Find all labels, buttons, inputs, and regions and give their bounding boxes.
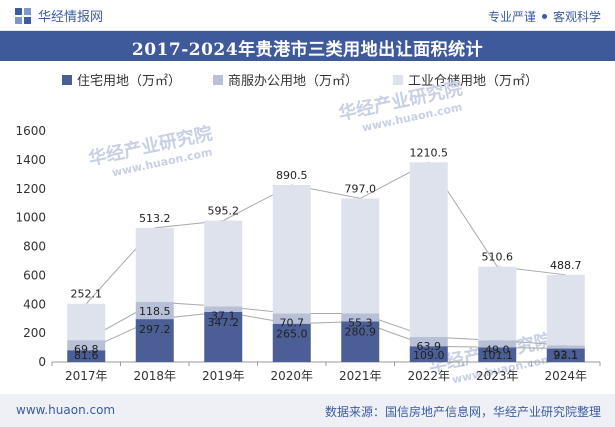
bar-industrial [409, 162, 448, 338]
legend-swatch-commercial [213, 74, 223, 85]
axes: 0 200 400 600 800 1000 1200 1400 1600 2017年 2018年 2… [15, 124, 601, 383]
data-label-residential: 101.1 [482, 349, 514, 362]
bar-commercial [204, 306, 243, 312]
watermark-layer: 华经产业研究院www.huaon.com华经产业研究院www.huaon.com… [86, 77, 554, 386]
x-tick-label: 2024年 [544, 369, 587, 383]
total-line-3 [85, 161, 566, 305]
data-label-commercial: 37.1 [211, 310, 236, 323]
bar-commercial [478, 340, 517, 348]
data-label-commercial: 69.8 [74, 343, 99, 356]
bar-industrial [135, 227, 174, 302]
legend-item-commercial: 商服办公用地（万㎡） [213, 70, 358, 89]
bar-residential [272, 323, 311, 362]
y-tick-label: 1400 [15, 153, 46, 167]
x-tick-label: 2017年 [65, 369, 108, 383]
y-tick-label: 1200 [15, 182, 46, 196]
bar-residential [546, 348, 585, 362]
header-bar: 华经情报网 专业严谨 客观科学 [0, 0, 615, 31]
y-tick-label: 1600 [15, 124, 46, 138]
data-label-residential: 297.2 [139, 323, 171, 336]
legend-item-residential: 住宅用地（万㎡） [62, 70, 181, 89]
bar-commercial [67, 340, 106, 351]
bar-commercial [135, 301, 174, 320]
bar-commercial [341, 313, 380, 322]
data-label-residential: 280.9 [345, 325, 377, 338]
bar-residential [67, 350, 106, 362]
bar-commercial [546, 345, 585, 349]
legend-swatch-residential [62, 74, 72, 85]
legend-label-residential: 住宅用地（万㎡） [77, 74, 182, 89]
bar-industrial [67, 303, 106, 341]
x-tick-label: 2019年 [202, 369, 245, 383]
bar-industrial [546, 274, 585, 346]
bar-industrial [204, 220, 243, 307]
data-label-residential: 265.0 [276, 328, 308, 341]
y-tick-label: 400 [23, 297, 46, 311]
data-label-residential: 109.0 [413, 349, 445, 362]
bar-residential [409, 346, 448, 362]
chart-title: 2017-2024年贵港市三类用地出让面积统计 [131, 40, 484, 60]
brand-logo-icon [15, 7, 31, 24]
bar-industrial [341, 198, 380, 314]
y-tick-label: 600 [23, 268, 46, 282]
x-tick-label: 2020年 [270, 369, 313, 383]
x-tick-label: 2021年 [339, 369, 382, 383]
bar-industrial [272, 184, 311, 314]
y-tick-label: 1000 [15, 211, 46, 225]
data-label-commercial: 55.3 [348, 316, 373, 329]
legend-label-industrial: 工业仓储用地（万㎡） [408, 74, 539, 89]
x-tick-label: 2023年 [476, 369, 519, 383]
data-labels: 81.669.8 252.1 297.2 118.5 513.2 347.237.1 595… [71, 146, 582, 362]
footer-url: www.huaon.com [16, 403, 116, 417]
data-label-residential: 93.1 [554, 349, 579, 362]
legend-label-commercial: 商服办公用地（万㎡） [228, 74, 359, 89]
data-label-commercial: 118.5 [139, 305, 171, 318]
legend-swatch-industrial [393, 74, 403, 85]
data-label-industrial: 488.7 [550, 259, 582, 272]
bar-residential [135, 319, 174, 362]
brand-name: 华经情报网 [38, 10, 104, 25]
data-label-residential: 347.2 [208, 316, 240, 329]
data-label-commercial: 63.9 [417, 340, 442, 353]
data-label-industrial: 252.1 [71, 288, 103, 301]
bar-residential [478, 347, 517, 362]
data-label-commercial: 22.1 [554, 348, 579, 361]
x-tick-label: 2022年 [407, 369, 450, 383]
legend: 住宅用地（万㎡） 商服办公用地（万㎡） 工业仓储用地（万㎡） [0, 70, 615, 90]
plot-area: 华经产业研究院www.huaon.com华经产业研究院www.huaon.com… [15, 77, 601, 386]
bar-commercial [409, 337, 448, 347]
tagline-left: 专业严谨 [487, 10, 536, 24]
data-label-commercial: 49.0 [485, 343, 510, 356]
tagline: 专业严谨 客观科学 [488, 8, 601, 25]
y-tick-label: 200 [23, 326, 46, 340]
bar-commercial [272, 313, 311, 324]
brand: 华经情报网 [14, 6, 103, 25]
x-tick-label: 2018年 [133, 369, 176, 383]
bars [67, 162, 585, 362]
footer-source: 数据来源：国信房地产信息网，华经产业研究院整理 [324, 405, 601, 419]
legend-item-industrial: 工业仓储用地（万㎡） [393, 70, 538, 89]
data-label-industrial: 890.5 [276, 169, 308, 182]
data-label-industrial: 797.0 [345, 182, 377, 195]
data-label-industrial: 510.6 [482, 251, 514, 264]
data-label-commercial: 70.7 [280, 317, 305, 330]
bar-residential [341, 321, 380, 362]
bar-residential [204, 311, 243, 362]
bar-industrial [478, 266, 517, 341]
tagline-right: 客观科学 [552, 10, 601, 24]
footer: www.huaon.com 数据来源：国信房地产信息网，华经产业研究院整理 [0, 394, 615, 427]
y-tick-label: 0 [38, 355, 46, 369]
data-label-industrial: 595.2 [208, 205, 240, 218]
data-label-residential: 81.6 [74, 349, 99, 362]
separator-dot-icon [541, 14, 547, 19]
data-label-industrial: 513.2 [139, 212, 171, 225]
y-tick-label: 800 [23, 240, 46, 254]
title-bar: 2017-2024年贵港市三类用地出让面积统计 [0, 31, 615, 61]
data-label-industrial: 1210.5 [410, 146, 449, 159]
